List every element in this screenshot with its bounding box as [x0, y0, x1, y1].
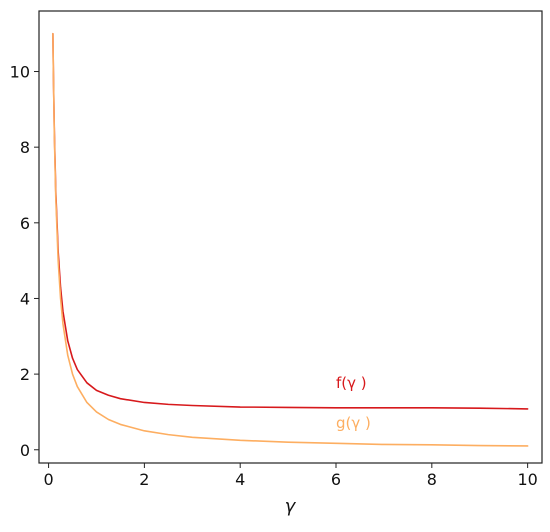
x-tick-label: 0 [43, 470, 53, 489]
y-tick-label: 0 [20, 441, 30, 460]
y-tick-label: 2 [20, 365, 30, 384]
series-layer [52, 32, 529, 447]
y-tick-label: 10 [10, 63, 30, 82]
plot-area [38, 10, 543, 464]
y-tick-label: 6 [20, 214, 30, 233]
x-tick-label: 6 [331, 470, 341, 489]
series-label-g: g(γ ) [336, 414, 371, 432]
x-tick-label: 4 [235, 470, 245, 489]
y-tick-label: 4 [20, 289, 30, 308]
series-labels: f(γ ) g(γ ) [336, 374, 371, 432]
x-tick-label: 2 [139, 470, 149, 489]
y-tick-label: 8 [20, 138, 30, 157]
x-tick-label: 8 [427, 470, 437, 489]
x-tick-label: 10 [517, 470, 537, 489]
series-label-f: f(γ ) [336, 374, 367, 392]
x-axis-ticks: 0 2 4 6 8 10 [43, 463, 538, 489]
x-axis-label: γ [285, 496, 297, 517]
series-line-g [52, 32, 529, 447]
y-axis-ticks: 0 2 4 6 8 10 [10, 63, 39, 460]
